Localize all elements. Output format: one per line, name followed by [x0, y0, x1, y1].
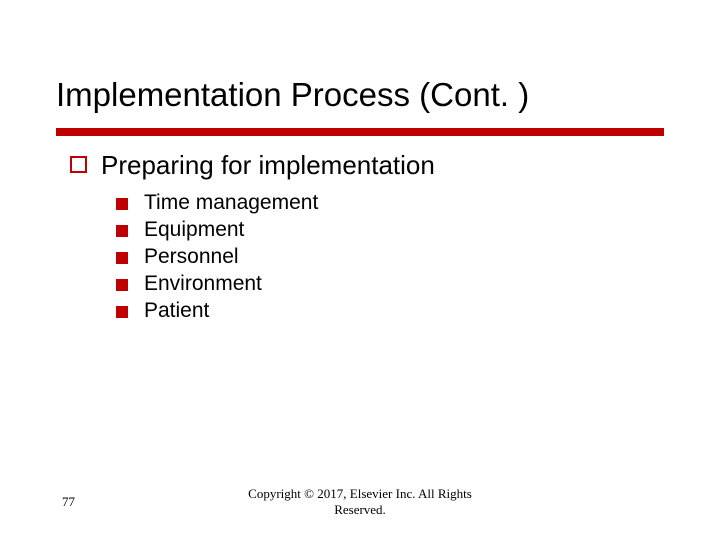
copyright-footer: Copyright © 2017, Elsevier Inc. All Righ… [0, 486, 720, 519]
level2-text: Equipment [144, 218, 244, 242]
level2-text: Time management [144, 191, 318, 215]
copyright-line2: Reserved. [334, 502, 386, 517]
level1-text: Preparing for implementation [101, 150, 435, 181]
slide: Implementation Process (Cont. ) Preparin… [0, 0, 720, 540]
level2-text: Patient [144, 299, 209, 323]
title-underline [56, 128, 664, 136]
filled-square-icon [116, 252, 128, 264]
content-area: Preparing for implementation Time manage… [0, 136, 720, 323]
list-item: Equipment [116, 218, 664, 242]
list-item: Environment [116, 272, 664, 296]
list-item: Personnel [116, 245, 664, 269]
slide-title: Implementation Process (Cont. ) [0, 0, 720, 124]
filled-square-icon [116, 279, 128, 291]
filled-square-icon [116, 306, 128, 318]
level2-text: Personnel [144, 245, 239, 269]
filled-square-icon [116, 225, 128, 237]
sublist: Time management Equipment Personnel Envi… [70, 189, 664, 323]
copyright-line1: Copyright © 2017, Elsevier Inc. All Righ… [248, 486, 472, 501]
level2-text: Environment [144, 272, 262, 296]
bullet-level1: Preparing for implementation [70, 150, 664, 181]
list-item: Time management [116, 191, 664, 215]
list-item: Patient [116, 299, 664, 323]
open-square-icon [70, 156, 87, 173]
filled-square-icon [116, 198, 128, 210]
